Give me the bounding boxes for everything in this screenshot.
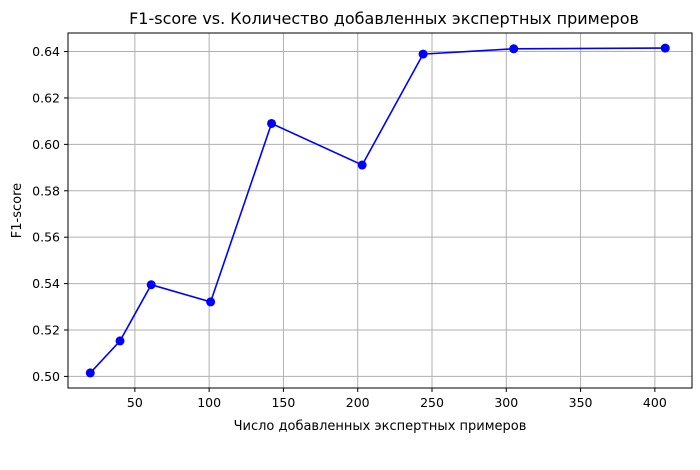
x-tick-label: 150 bbox=[271, 395, 295, 410]
grid-lines bbox=[68, 33, 692, 388]
y-tick-label: 0.60 bbox=[32, 137, 60, 152]
data-point bbox=[85, 368, 95, 378]
x-tick-label: 400 bbox=[643, 395, 667, 410]
data-point bbox=[509, 44, 519, 54]
data-point bbox=[115, 336, 125, 346]
data-point bbox=[357, 160, 367, 170]
data-point bbox=[660, 43, 670, 53]
axis-ticks: 50 100 150 200 250 300 350 400 0.50 0.52 0.54 0.56 0… bbox=[32, 44, 667, 410]
x-tick-label: 250 bbox=[420, 395, 444, 410]
y-tick-label: 0.58 bbox=[32, 183, 60, 198]
data-point bbox=[267, 118, 277, 128]
series-layer bbox=[85, 43, 670, 378]
x-tick-label: 300 bbox=[494, 395, 518, 410]
x-tick-label: 350 bbox=[569, 395, 593, 410]
chart-title: F1-score vs. Количество добавленных эксп… bbox=[129, 9, 639, 28]
y-tick-label: 0.64 bbox=[32, 44, 60, 59]
data-point bbox=[418, 49, 428, 59]
data-point bbox=[146, 280, 156, 290]
y-tick-label: 0.50 bbox=[32, 369, 60, 384]
y-tick-label: 0.54 bbox=[32, 276, 60, 291]
y-tick-label: 0.62 bbox=[32, 90, 60, 105]
plot-frame bbox=[67, 32, 693, 389]
series-line bbox=[89, 47, 666, 374]
y-axis-label: F1-score bbox=[10, 183, 25, 238]
x-tick-label: 50 bbox=[127, 395, 143, 410]
x-axis-label: Число добавленных экспертных примеров bbox=[234, 419, 527, 434]
x-tick-label: 100 bbox=[197, 395, 221, 410]
x-tick-label: 200 bbox=[346, 395, 370, 410]
y-tick-label: 0.52 bbox=[32, 322, 60, 337]
data-point bbox=[206, 297, 216, 307]
y-tick-label: 0.56 bbox=[32, 230, 60, 245]
